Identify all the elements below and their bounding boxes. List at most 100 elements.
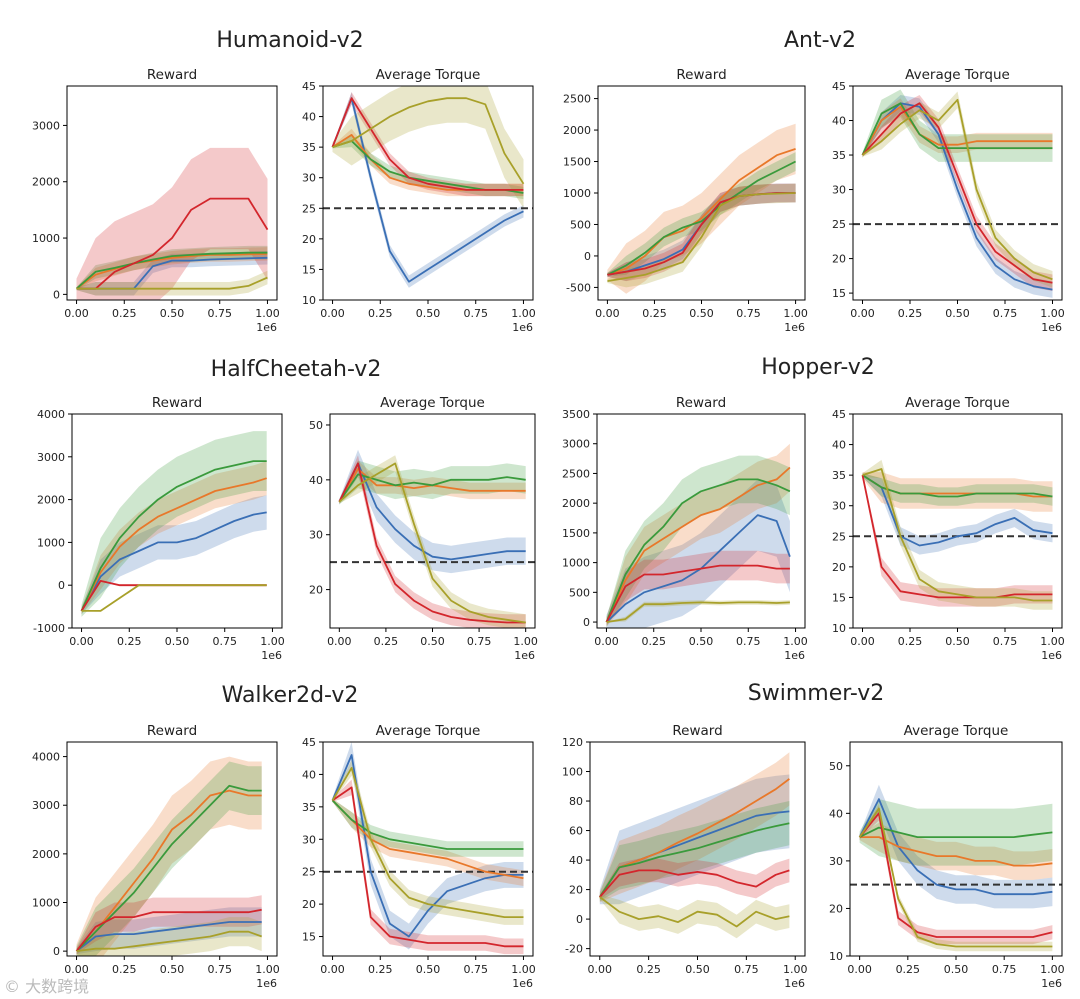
olive-band [862,91,1053,288]
y-tick-label: 20 [302,898,316,911]
orange-series-line [605,466,791,623]
x-tick-label: 0.25 [374,635,399,648]
y-tick-label: 3500 [562,408,590,421]
red-band [76,895,262,955]
green-band [339,460,526,505]
x-tick-label: 0.75 [207,307,232,320]
olive-series-line [332,97,525,185]
y-tick-label: 500 [570,218,591,231]
x-tick-label: 0.00 [850,307,875,320]
x-tick-label: 1.00 [255,307,280,320]
y-tick-label: 45 [302,736,316,749]
x-offset-label: 1e6 [784,649,805,662]
olive-series-line [599,896,790,928]
y-tick-label: -500 [566,281,591,294]
x-offset-label: 1e6 [256,977,277,990]
panel-title: Reward [147,723,197,739]
x-offset-label: 1e6 [784,977,805,990]
red-series-line [331,97,524,191]
x-offset-label: 1e6 [261,649,282,662]
y-tick-label: 20 [832,253,846,266]
green-series-line [861,102,1053,156]
x-tick-label: 0.00 [327,635,352,648]
watermark: © 大数跨境 [4,978,89,995]
env-title: Hopper-v2 [761,355,874,380]
x-tick-label: 1.00 [783,307,808,320]
x-tick-label: 0.50 [945,635,970,648]
orange-band [81,461,267,615]
blue-series-line [80,511,267,612]
y-tick-label: 0 [583,616,590,629]
y-tick-label: -20 [565,943,583,956]
x-tick-label: 0.50 [420,635,445,648]
x-tick-label: 0.50 [165,635,190,648]
y-tick-label: 2000 [37,494,65,507]
y-tick-label: 15 [302,931,316,944]
x-tick-label: 1.00 [1040,963,1065,976]
red-band [606,550,790,625]
y-tick-label: 3000 [562,438,590,451]
y-tick-label: 30 [832,184,846,197]
olive-series-line [858,807,1053,948]
green-band [862,473,1053,506]
env-title: HalfCheetah-v2 [211,357,382,382]
y-tick-label: 2000 [563,124,591,137]
orange-band [332,798,524,886]
y-tick-label: 25 [832,218,846,231]
olive-band [332,86,524,209]
orange-band [862,472,1053,512]
x-tick-label: 0.50 [416,307,441,320]
orange-series-line [607,148,796,276]
y-tick-label: 25 [832,530,846,543]
x-tick-label: 0.75 [993,307,1018,320]
red-series-line [76,197,269,290]
y-tick-label: 3000 [37,451,65,464]
green-series-line [80,460,267,612]
x-tick-label: 0.25 [636,963,661,976]
green-band [81,431,267,617]
blue-band [76,907,262,955]
y-tick-label: 40 [569,854,583,867]
olive-series-line [338,462,526,624]
blue-series-line [861,102,1053,291]
y-tick-label: 120 [562,736,583,749]
x-tick-label: 1.00 [513,635,538,648]
orange-band [339,460,526,504]
y-tick-label: 40 [309,474,323,487]
y-tick-label: 0 [53,288,60,301]
x-offset-label: 1e6 [1041,321,1062,334]
x-tick-label: 0.50 [685,963,710,976]
panel-title: Average Torque [380,395,485,411]
red-series-line [861,474,1053,599]
y-tick-label: 0 [584,250,591,263]
panel-title: Average Torque [905,395,1010,411]
y-tick-label: 40 [302,111,316,124]
x-tick-label: 0.00 [64,963,89,976]
olive-series-line [607,192,796,282]
red-series-line [75,908,262,952]
y-tick-label: 1000 [32,232,60,245]
y-tick-label: 0 [576,913,583,926]
x-tick-label: 0.50 [945,307,970,320]
green-band [332,134,524,200]
olive-series-line [331,767,524,918]
green-series-line [859,826,1053,838]
blue-band [862,473,1053,555]
green-band [76,761,262,956]
green-series-line [75,251,268,290]
y-tick-label: 45 [832,408,846,421]
axes-frame [329,413,536,629]
blue-band [76,251,268,296]
x-tick-label: 0.50 [160,963,185,976]
olive-series-line [606,601,790,623]
olive-series-line [862,468,1053,602]
red-series-line [858,812,1053,938]
olive-band [81,584,267,612]
y-tick-label: 40 [832,439,846,452]
orange-band [76,247,268,291]
y-tick-label: 15 [832,591,846,604]
